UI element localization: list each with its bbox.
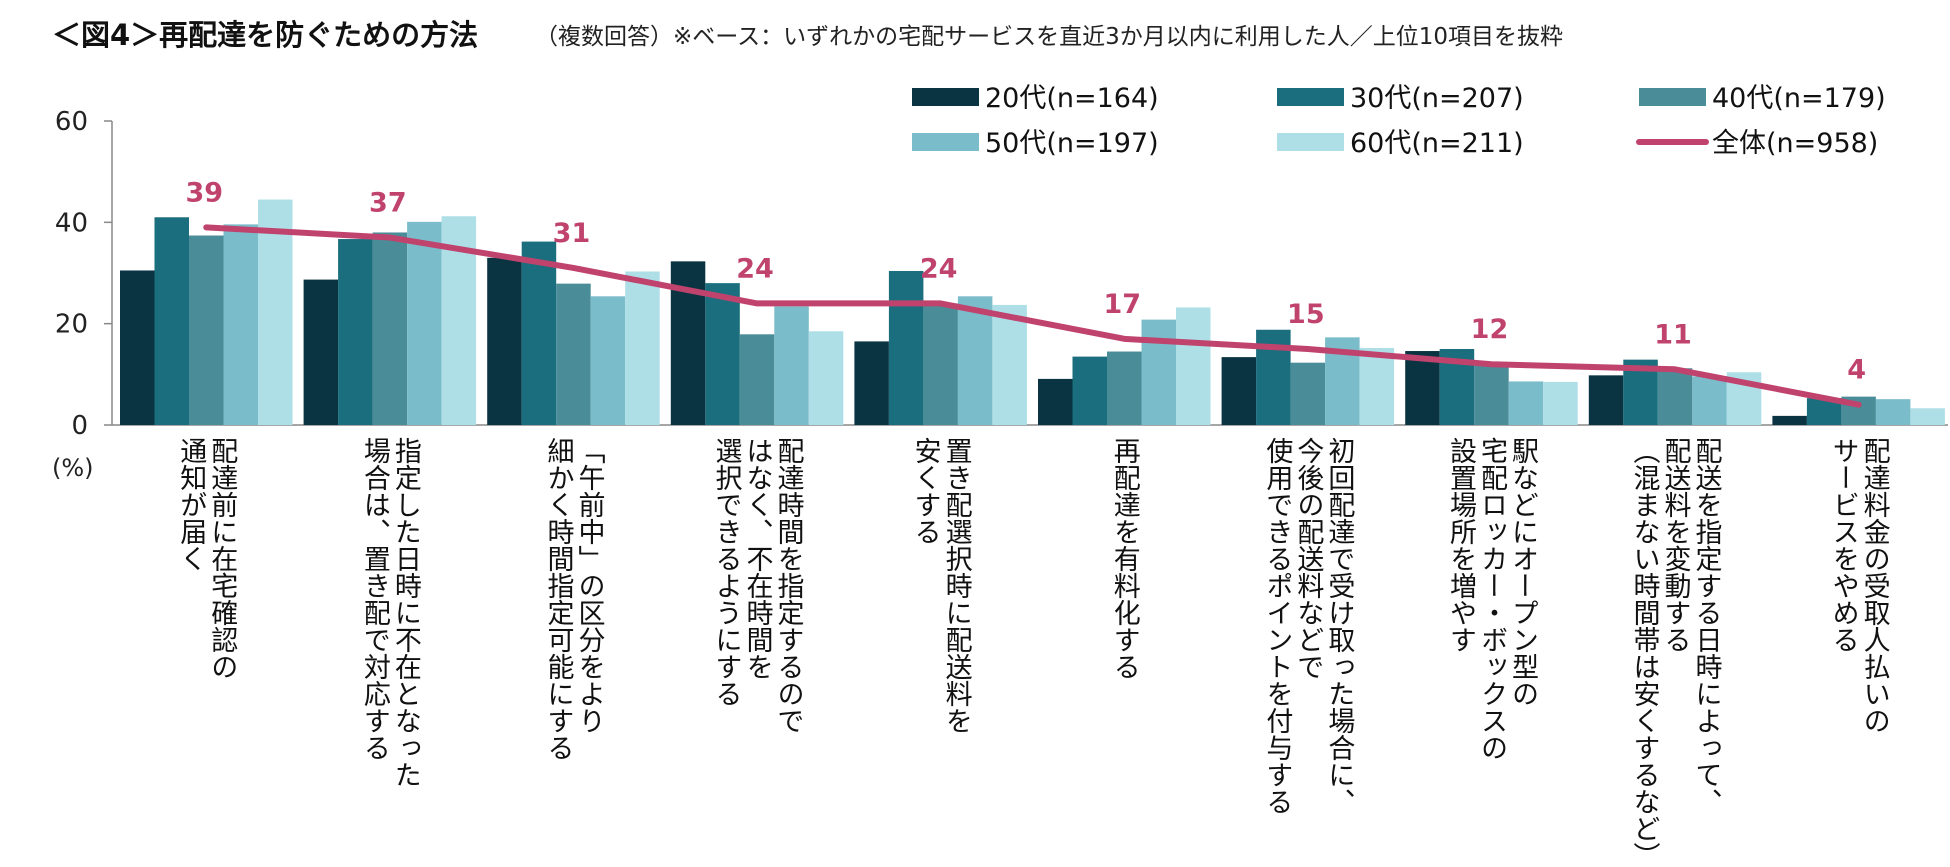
total-series-line [203, 224, 1862, 408]
y-tick-label: 20 [55, 310, 88, 340]
bar [303, 279, 339, 425]
y-tick-label: 40 [55, 208, 88, 238]
bar [556, 283, 591, 425]
bar [372, 232, 408, 425]
bar [854, 341, 889, 425]
y-tick-label: 60 [55, 107, 88, 137]
category-label: 場合は、置き配で対応する [359, 437, 391, 761]
category-label: 配達時間を指定するので [773, 437, 805, 734]
bar [1072, 356, 1107, 425]
bar [1176, 307, 1211, 425]
total-line: 39 37 31 24 24 17 15 12 11 4 [185, 177, 1866, 408]
category-label: 今後の配送料などで [1292, 437, 1324, 680]
data-label: 12 [1471, 314, 1509, 345]
data-label: 37 [369, 188, 407, 219]
bar [1474, 364, 1509, 425]
y-tick-label: 0 [71, 411, 88, 441]
bar [1875, 399, 1911, 425]
category-label: 宅配ロッカー・ボックスの [1476, 437, 1507, 761]
bar [739, 334, 775, 425]
bar [774, 306, 809, 425]
legend: 20代(n=164) 30代(n=207) 40代(n=179) 50代(n=197)… [912, 83, 1886, 159]
category-label: 指定した日時に不在となった [390, 437, 422, 788]
bar [1038, 378, 1073, 425]
category-label: 選択できるようにする [711, 437, 743, 707]
chart-title: ＜図4＞再配達を防ぐための方法 [52, 18, 478, 52]
bar [625, 271, 660, 425]
bar [1359, 347, 1395, 425]
bar [1221, 357, 1257, 425]
bar [1107, 351, 1142, 425]
category-label: 通知が届く [175, 437, 207, 572]
bar [189, 235, 224, 425]
bar [992, 304, 1027, 425]
legend-label: 40代(n=179) [1712, 83, 1886, 114]
bar [1508, 381, 1544, 425]
legend-label: 50代(n=197) [985, 128, 1159, 159]
bar-series [120, 199, 1945, 425]
data-label: 17 [1103, 289, 1141, 320]
y-unit-label: (%) [52, 454, 94, 482]
legend-swatch [1639, 88, 1706, 106]
data-label: 31 [553, 218, 591, 249]
bar [154, 217, 189, 425]
bar [1588, 375, 1624, 425]
bar [705, 283, 740, 425]
legend-swatch [1277, 133, 1344, 151]
category-label: 配送を指定する日時によって、 [1691, 437, 1723, 815]
bar [957, 296, 993, 425]
data-label: 11 [1654, 319, 1692, 350]
bar [923, 303, 958, 425]
bar [1543, 381, 1578, 425]
category-label: 使用できるポイントを付与する [1261, 437, 1293, 815]
bar [1772, 415, 1807, 425]
bar [487, 257, 522, 425]
bar [338, 239, 373, 425]
data-label: 4 [1847, 355, 1866, 386]
bar [1657, 368, 1693, 425]
chart-subtitle: （複数回答）※ベース：いずれかの宅配サービスを直近3か月以内に利用した人／上位1… [535, 24, 1563, 50]
category-label: 設置場所を増やす [1445, 437, 1477, 653]
legend-swatch [1277, 88, 1344, 106]
bar [808, 331, 844, 425]
data-label: 24 [736, 253, 774, 284]
category-label: 配送料を変動する [1660, 437, 1692, 653]
category-label: 置き配選択時に配送料を [941, 437, 973, 734]
bar [258, 199, 293, 425]
bar [590, 296, 626, 425]
bar [1141, 319, 1176, 425]
bar [1405, 351, 1440, 425]
category-label: 駅などにオープン型の [1507, 437, 1539, 707]
category-label: はなく、不在時間を [742, 437, 773, 680]
category-label: サービスをやめる [1828, 437, 1859, 653]
legend-label: 60代(n=211) [1350, 128, 1524, 159]
category-label: 安くする [910, 437, 941, 545]
category-label: 初回配達で受け取った場合に、 [1323, 437, 1355, 815]
legend-label: 30代(n=207) [1350, 83, 1524, 114]
bar [407, 221, 442, 425]
bar [223, 224, 258, 425]
bar [1290, 362, 1326, 425]
category-label: 細かく時間指定可能にする [542, 437, 574, 761]
category-label: 「午前中」の区分をより [573, 437, 605, 734]
category-label: （混まない時間帯は安くするなど） [1629, 437, 1661, 867]
data-label: 24 [920, 253, 958, 284]
legend-swatch [912, 133, 979, 151]
legend-label: 20代(n=164) [985, 83, 1159, 114]
bar [120, 270, 155, 425]
bar [888, 270, 924, 425]
category-label: 再配達を有料化する [1109, 437, 1141, 680]
bar [521, 241, 557, 425]
category-label: 配達料金の受取人払いの [1859, 437, 1891, 734]
legend-label: 全体(n=958) [1712, 128, 1878, 159]
legend-swatch [912, 88, 979, 106]
data-label: 15 [1287, 299, 1325, 330]
bar [1910, 408, 1945, 425]
category-label: 配達前に在宅確認の [206, 437, 238, 680]
data-label: 39 [185, 177, 223, 208]
bar [1692, 376, 1727, 425]
